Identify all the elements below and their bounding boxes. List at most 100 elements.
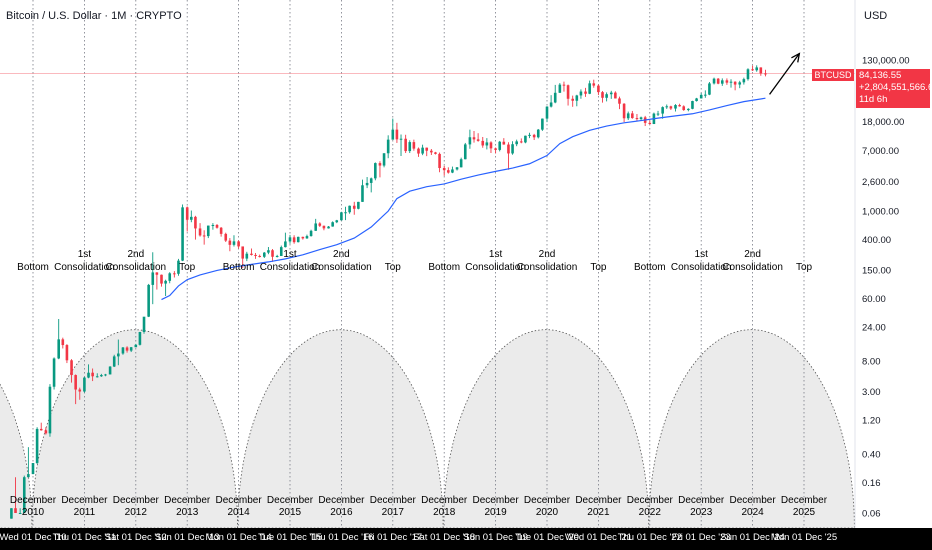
- time-tick-label: Sat 01 Dec '12: [105, 532, 167, 543]
- december-year: 2013: [176, 507, 199, 518]
- candle-body: [716, 78, 720, 84]
- candle-body: [524, 135, 527, 143]
- candle-body: [147, 284, 150, 317]
- time-tick-label: Sat 01 Dec '18: [413, 532, 475, 543]
- arrow-head: [791, 52, 801, 63]
- candle-body: [635, 118, 639, 120]
- december-year: 2015: [279, 507, 302, 518]
- candle-body: [764, 73, 767, 75]
- candle-body: [202, 235, 206, 237]
- phase-label: Consolidation: [105, 262, 166, 273]
- year-grid-lines: [32, 0, 805, 528]
- candle-body: [386, 139, 390, 154]
- december-year: 2021: [587, 507, 610, 518]
- candle-body: [507, 144, 510, 154]
- candle-body: [601, 92, 604, 98]
- candle-body: [177, 260, 180, 274]
- candle-body: [129, 347, 133, 351]
- candle-body: [481, 140, 485, 146]
- candle-body: [541, 118, 544, 130]
- price-tick-label: 24.00: [862, 322, 886, 333]
- moving-average-line: [161, 97, 766, 301]
- candle-body: [725, 80, 729, 83]
- candle-body: [536, 129, 540, 138]
- time-tick-label: Mon 01 Dec '25: [771, 532, 837, 543]
- candle-body: [18, 513, 22, 514]
- candle-body: [571, 98, 574, 101]
- candles: [10, 65, 767, 519]
- candle-body: [267, 250, 270, 253]
- candle-body: [194, 216, 197, 229]
- arrow-shaft: [769, 53, 800, 95]
- candle-body: [181, 207, 184, 261]
- phase-label-line1: 2nd: [127, 249, 144, 260]
- candle-body: [417, 148, 420, 154]
- december-label: December: [781, 495, 828, 506]
- candle-body: [468, 137, 472, 145]
- candle-body: [91, 372, 94, 377]
- candle-body: [224, 233, 228, 241]
- candle-body: [678, 105, 681, 107]
- candle-body: [57, 339, 60, 359]
- candle-body: [27, 474, 30, 478]
- candle-body: [515, 141, 518, 145]
- candle-body: [185, 207, 189, 220]
- candle-body: [421, 147, 424, 154]
- candle-body: [318, 223, 322, 226]
- time-tick-label: Sun 01 Dec '13: [155, 532, 220, 543]
- candle-body: [674, 105, 677, 109]
- candle-body: [584, 91, 587, 94]
- candle-body: [138, 332, 142, 345]
- price-tick-label: 2,600.00: [862, 177, 899, 188]
- candle-body: [271, 250, 274, 257]
- candle-body: [704, 94, 707, 96]
- candle-body: [87, 372, 90, 378]
- candle-body: [691, 101, 694, 109]
- phase-label: Bottom: [634, 262, 666, 273]
- candle-body: [588, 83, 591, 94]
- december-year: 2018: [433, 507, 456, 518]
- candle-body: [74, 375, 77, 390]
- last-price: 84,136.55: [859, 70, 902, 81]
- december-year: 2011: [74, 507, 96, 518]
- candle-body: [639, 117, 643, 120]
- candle-body: [656, 113, 660, 115]
- candle-body: [592, 83, 596, 86]
- candle-body: [687, 108, 690, 111]
- phase-label-line1: 2nd: [744, 249, 761, 260]
- cycle-arc: [648, 329, 855, 529]
- phase-label: Bottom: [223, 262, 255, 273]
- candle-body: [434, 152, 437, 154]
- candle-body: [695, 98, 698, 102]
- december-label: December: [730, 495, 777, 506]
- price-tick-label: 130,000.00: [862, 56, 910, 67]
- december-year: 2010: [22, 507, 45, 518]
- candle-body: [22, 477, 26, 513]
- december-label: December: [370, 495, 417, 506]
- candle-body: [520, 141, 523, 143]
- candle-body: [408, 142, 412, 152]
- candle-body: [755, 67, 759, 71]
- price-tick-label: 0.06: [862, 509, 881, 520]
- december-year: 2025: [793, 507, 816, 518]
- candle-body: [151, 272, 155, 285]
- candle-body: [263, 252, 266, 257]
- candle-body: [284, 241, 287, 248]
- candle-body: [331, 222, 334, 227]
- candle-body: [369, 178, 373, 183]
- december-label: December: [524, 495, 571, 506]
- candle-body: [404, 138, 407, 152]
- candle-body: [605, 94, 608, 98]
- phase-label-line1: 1st: [489, 249, 503, 260]
- candle-body: [626, 113, 630, 119]
- price-tick-label: 400.00: [862, 235, 891, 246]
- candle-body: [374, 163, 377, 179]
- price-tick-label: 3.00: [862, 387, 881, 398]
- candle-body: [472, 137, 476, 140]
- candle-body: [459, 159, 463, 168]
- currency-label[interactable]: USD: [864, 10, 888, 22]
- candle-body: [309, 230, 313, 237]
- time-tick-label: Thu 01 Dec '16: [309, 532, 373, 543]
